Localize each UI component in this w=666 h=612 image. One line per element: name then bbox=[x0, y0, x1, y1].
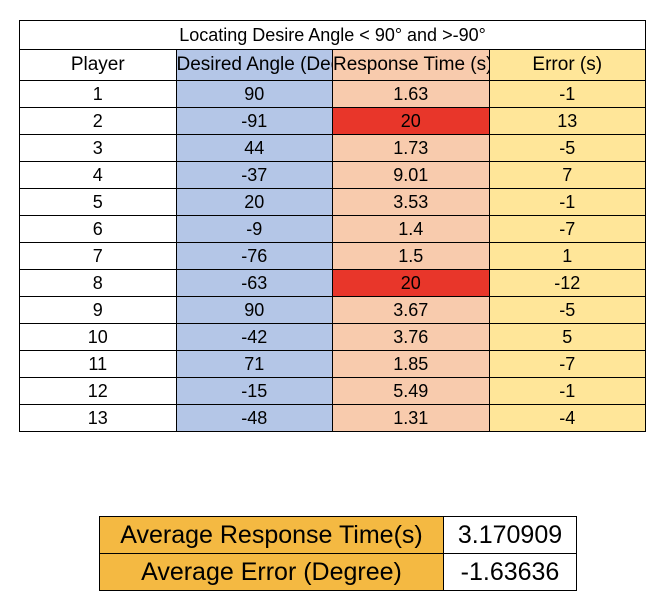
cell-error: 13 bbox=[488, 107, 646, 135]
cell-response-time: 3.53 bbox=[332, 188, 490, 216]
cell-response-time: 1.73 bbox=[332, 134, 490, 162]
cell-error: -4 bbox=[488, 404, 646, 432]
player-results-table: Locating Desire Angle < 90° and >-90° Pl… bbox=[19, 20, 646, 432]
cell-response-time: 1.4 bbox=[332, 215, 490, 243]
table-title-row: Locating Desire Angle < 90° and >-90° bbox=[19, 20, 646, 50]
cell-error: 5 bbox=[488, 323, 646, 351]
table-header-row: Player Desired Angle (Degree) Response T… bbox=[19, 49, 646, 81]
table-row: 12 -15 5.49 -1 bbox=[19, 377, 646, 405]
cell-player: 5 bbox=[19, 188, 177, 216]
cell-desired-angle: -42 bbox=[175, 323, 333, 351]
cell-error: 1 bbox=[488, 242, 646, 270]
cell-error: -1 bbox=[488, 377, 646, 405]
cell-response-time: 3.67 bbox=[332, 296, 490, 324]
cell-desired-angle: -76 bbox=[175, 242, 333, 270]
header-desired-angle: Desired Angle (Degree) bbox=[175, 49, 333, 81]
avg-error-value: -1.63636 bbox=[443, 553, 577, 591]
cell-error: -7 bbox=[488, 350, 646, 378]
cell-desired-angle: 71 bbox=[175, 350, 333, 378]
cell-player: 3 bbox=[19, 134, 177, 162]
cell-response-time: 1.31 bbox=[332, 404, 490, 432]
table-row: 5 20 3.53 -1 bbox=[19, 188, 646, 216]
cell-player: 13 bbox=[19, 404, 177, 432]
cell-desired-angle: 20 bbox=[175, 188, 333, 216]
cell-player: 9 bbox=[19, 296, 177, 324]
cell-response-time: 3.76 bbox=[332, 323, 490, 351]
cell-player: 8 bbox=[19, 269, 177, 297]
cell-error: -1 bbox=[488, 188, 646, 216]
cell-error: -5 bbox=[488, 134, 646, 162]
summary-row-error: Average Error (Degree) -1.63636 bbox=[99, 553, 577, 591]
cell-player: 12 bbox=[19, 377, 177, 405]
cell-player: 1 bbox=[19, 80, 177, 108]
cell-error: -12 bbox=[488, 269, 646, 297]
header-error: Error (s) bbox=[488, 49, 646, 81]
table-row: 6 -9 1.4 -7 bbox=[19, 215, 646, 243]
table-row: 13 -48 1.31 -4 bbox=[19, 404, 646, 432]
summary-table: Average Response Time(s) 3.170909 Averag… bbox=[99, 516, 577, 591]
cell-desired-angle: -15 bbox=[175, 377, 333, 405]
header-response-time: Response Time (s) bbox=[332, 49, 490, 81]
cell-desired-angle: 90 bbox=[175, 296, 333, 324]
header-player: Player bbox=[19, 49, 177, 81]
cell-response-time: 1.85 bbox=[332, 350, 490, 378]
summary-row-response: Average Response Time(s) 3.170909 bbox=[99, 516, 577, 554]
cell-desired-angle: -9 bbox=[175, 215, 333, 243]
cell-desired-angle: -63 bbox=[175, 269, 333, 297]
table-row: 8 -63 20 -12 bbox=[19, 269, 646, 297]
cell-desired-angle: -91 bbox=[175, 107, 333, 135]
cell-response-time: 1.63 bbox=[332, 80, 490, 108]
table-row: 1 90 1.63 -1 bbox=[19, 80, 646, 108]
cell-response-time: 5.49 bbox=[332, 377, 490, 405]
cell-desired-angle: 90 bbox=[175, 80, 333, 108]
cell-player: 4 bbox=[19, 161, 177, 189]
table-row: 11 71 1.85 -7 bbox=[19, 350, 646, 378]
cell-desired-angle: -37 bbox=[175, 161, 333, 189]
table-row: 4 -37 9.01 7 bbox=[19, 161, 646, 189]
cell-player: 7 bbox=[19, 242, 177, 270]
cell-response-time: 1.5 bbox=[332, 242, 490, 270]
cell-player: 11 bbox=[19, 350, 177, 378]
cell-error: -7 bbox=[488, 215, 646, 243]
table-row: 9 90 3.67 -5 bbox=[19, 296, 646, 324]
cell-desired-angle: -48 bbox=[175, 404, 333, 432]
avg-error-label: Average Error (Degree) bbox=[99, 553, 444, 591]
table-title: Locating Desire Angle < 90° and >-90° bbox=[19, 20, 646, 50]
cell-desired-angle: 44 bbox=[175, 134, 333, 162]
avg-response-label: Average Response Time(s) bbox=[99, 516, 444, 554]
cell-error: -5 bbox=[488, 296, 646, 324]
cell-error: -1 bbox=[488, 80, 646, 108]
cell-player: 6 bbox=[19, 215, 177, 243]
table-row: 10 -42 3.76 5 bbox=[19, 323, 646, 351]
cell-response-time: 9.01 bbox=[332, 161, 490, 189]
table-row: 2 -91 20 13 bbox=[19, 107, 646, 135]
cell-player: 2 bbox=[19, 107, 177, 135]
cell-player: 10 bbox=[19, 323, 177, 351]
table-row: 7 -76 1.5 1 bbox=[19, 242, 646, 270]
table-row: 3 44 1.73 -5 bbox=[19, 134, 646, 162]
cell-response-time: 20 bbox=[332, 107, 490, 135]
cell-error: 7 bbox=[488, 161, 646, 189]
cell-response-time: 20 bbox=[332, 269, 490, 297]
avg-response-value: 3.170909 bbox=[443, 516, 577, 554]
